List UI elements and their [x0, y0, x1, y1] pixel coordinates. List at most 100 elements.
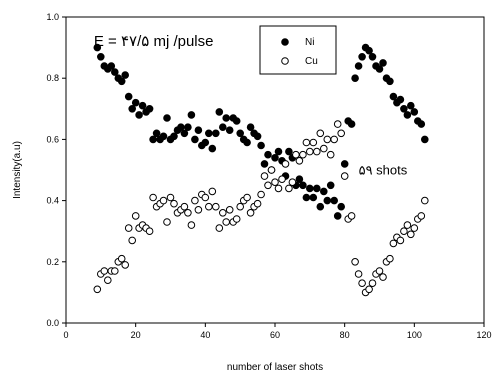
data-point-ni: [180, 129, 189, 138]
data-point-cu: [124, 224, 133, 232]
data-point-ni: [407, 101, 415, 110]
data-point-cu: [100, 267, 109, 275]
data-point-ni: [97, 53, 105, 61]
data-point-ni: [215, 108, 224, 116]
y-tick-label: 0.0: [46, 318, 59, 328]
data-point-ni: [403, 111, 412, 119]
data-point-cu: [340, 172, 349, 180]
data-point-ni: [124, 92, 133, 101]
data-point-ni: [400, 105, 408, 113]
data-point-ni: [177, 123, 185, 131]
data-point-cu: [417, 212, 426, 220]
legend-marker-cu: [281, 57, 289, 65]
data-point-ni: [121, 71, 129, 79]
data-point-ni: [316, 202, 325, 211]
data-point-cu: [410, 224, 419, 232]
shots-annotation: ۵۹ shots: [359, 163, 408, 178]
x-tick-label: 100: [407, 330, 422, 340]
data-point-cu: [201, 193, 210, 202]
data-point-cu: [403, 221, 412, 229]
data-point-cu: [180, 202, 189, 211]
data-point-ni: [246, 123, 255, 131]
data-point-cu: [253, 199, 262, 208]
data-point-ni: [145, 105, 154, 113]
x-tick-label: 40: [200, 330, 210, 340]
data-point-cu: [166, 193, 175, 202]
data-point-ni: [128, 105, 136, 113]
legend: Ni Cu: [259, 25, 337, 75]
x-tick-label: 0: [63, 330, 68, 340]
data-point-cu: [295, 157, 304, 165]
data-point-cu: [299, 150, 307, 159]
data-point-cu: [389, 239, 398, 248]
data-point-ni: [163, 114, 171, 122]
data-point-cu: [264, 181, 272, 190]
data-point-ni: [194, 126, 203, 134]
data-point-cu: [330, 135, 339, 144]
data-point-ni: [358, 53, 366, 61]
data-point-ni: [111, 68, 119, 76]
data-point-cu: [111, 267, 119, 275]
data-point-ni: [117, 77, 126, 86]
data-point-cu: [320, 144, 328, 153]
data-point-cu: [104, 276, 112, 285]
data-point-ni: [410, 108, 419, 116]
data-point-ni: [299, 181, 307, 190]
data-point-ni: [320, 187, 328, 196]
data-point-ni: [333, 212, 342, 220]
data-point-ni: [389, 92, 398, 101]
legend-box: [259, 25, 337, 75]
data-point-ni: [313, 184, 321, 193]
data-point-ni: [219, 123, 227, 131]
data-point-cu: [316, 129, 325, 138]
data-point-ni: [351, 74, 359, 82]
data-point-ni: [222, 114, 230, 122]
data-point-cu: [281, 160, 290, 168]
data-point-cu: [149, 193, 157, 202]
x-tick-label: 20: [131, 330, 141, 340]
data-point-cu: [365, 285, 373, 294]
data-point-ni: [285, 147, 293, 156]
x-tick-label: 60: [270, 330, 280, 340]
data-point-ni: [152, 129, 161, 138]
data-point-cu: [386, 254, 394, 263]
data-point-cu: [163, 218, 171, 226]
y-tick-label: 0.4: [46, 196, 59, 206]
data-point-cu: [205, 202, 213, 211]
data-point-cu: [191, 196, 199, 205]
data-point-ni: [236, 129, 244, 138]
data-point-ni: [170, 132, 178, 141]
data-point-ni: [354, 62, 363, 70]
data-point-ni: [260, 160, 269, 168]
data-point-ni: [184, 123, 192, 131]
data-point-ni: [379, 59, 387, 67]
data-point-ni: [368, 53, 377, 61]
y-axis-title: Intensity(a.u): [12, 141, 23, 199]
data-point-ni: [421, 135, 429, 144]
data-point-ni: [135, 111, 143, 119]
data-point-ni: [225, 126, 234, 134]
data-point-cu: [219, 209, 227, 217]
data-point-cu: [222, 218, 230, 226]
data-point-cu: [246, 209, 255, 217]
x-tick-label: 120: [476, 330, 491, 340]
data-point-ni: [131, 98, 140, 107]
data-point-ni: [302, 193, 311, 202]
data-point-cu: [421, 196, 429, 205]
data-point-cu: [278, 175, 286, 183]
data-point-ni: [159, 132, 168, 141]
data-point-cu: [407, 230, 415, 239]
x-axis-title: number of laser shots: [227, 362, 323, 373]
data-point-ni: [365, 46, 373, 55]
data-point-cu: [306, 147, 314, 156]
data-point-ni: [386, 77, 394, 86]
data-point-ni: [309, 193, 318, 202]
data-point-ni: [208, 144, 217, 153]
data-point-ni: [417, 120, 426, 128]
data-point-cu: [271, 178, 279, 186]
data-point-cu: [159, 196, 168, 205]
data-point-cu: [170, 199, 178, 208]
data-point-cu: [309, 138, 318, 147]
data-point-ni: [138, 101, 147, 110]
